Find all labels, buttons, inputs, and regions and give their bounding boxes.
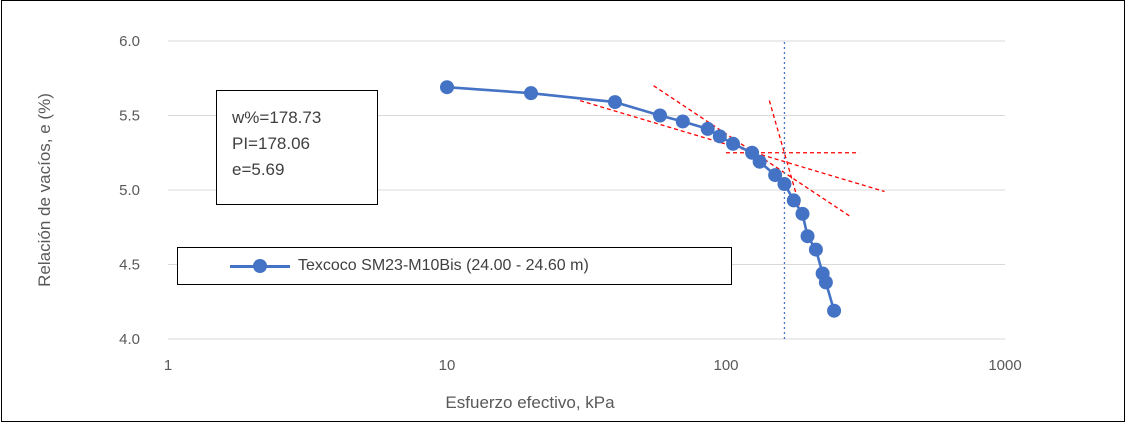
data-point: [795, 206, 810, 221]
data-point: [607, 95, 622, 110]
data-point: [800, 229, 815, 244]
x-tick-labels: 1 10 100 1000: [164, 357, 1022, 374]
data-point: [700, 121, 715, 136]
void-ratio-text: e=5.69: [232, 160, 285, 179]
bisector-line: [579, 99, 885, 193]
y-tick-labels: 4.0 4.5 5.0 5.5 6.0: [119, 33, 140, 348]
data-point: [808, 242, 823, 257]
data-point: [712, 129, 727, 144]
legend: Texcoco SM23-M10Bis (24.00 - 24.60 m): [177, 247, 732, 285]
y-tick-label: 4.5: [119, 257, 140, 274]
x-tick-label: 100: [713, 357, 738, 374]
y-tick-label: 4.0: [119, 331, 140, 348]
data-point: [786, 193, 801, 208]
x-tick-label: 1: [164, 357, 172, 374]
legend-series-marker: [230, 256, 290, 276]
data-point: [818, 275, 833, 290]
data-point: [827, 303, 842, 318]
data-point: [675, 114, 690, 129]
data-point: [523, 86, 538, 101]
tangent-line: [653, 85, 852, 218]
y-tick-label: 5.5: [119, 108, 140, 125]
x-tick-label: 10: [439, 357, 456, 374]
data-point: [768, 168, 783, 183]
data-point: [652, 108, 667, 123]
legend-series-label: Texcoco SM23-M10Bis (24.00 - 24.60 m): [298, 257, 589, 274]
x-axis-title: Esfuerzo efectivo, kPa: [445, 393, 615, 412]
data-point: [726, 136, 741, 151]
data-point: [777, 177, 792, 192]
y-tick-label: 5.0: [119, 182, 140, 199]
data-series: [440, 80, 842, 318]
y-tick-label: 6.0: [119, 33, 140, 50]
x-tick-label: 1000: [988, 357, 1021, 374]
water-content-text: w%=178.73: [232, 108, 322, 127]
properties-box: w%=178.73 PI=178.06 e=5.69: [216, 90, 378, 205]
data-point: [440, 80, 454, 95]
y-axis-title: Relación de vacíos, e (%): [35, 93, 54, 287]
plasticity-index-text: PI=178.06: [232, 134, 310, 153]
data-point: [752, 154, 767, 169]
